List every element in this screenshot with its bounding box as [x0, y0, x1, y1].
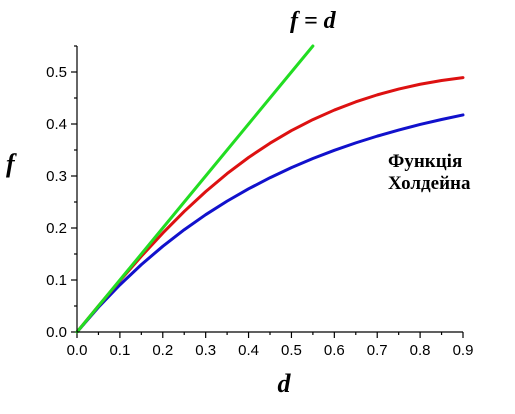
y-tick-label: 0.3	[46, 168, 67, 185]
x-tick-label: 0.4	[238, 342, 259, 359]
y-tick-label: 0.4	[46, 116, 67, 133]
annotation-haldane-line1: Функція	[388, 151, 462, 172]
series-layer	[75, 44, 465, 334]
x-tick-label: 0.7	[367, 342, 388, 359]
y-tick-label: 0.2	[46, 220, 67, 237]
annotation-haldane-line2: Холдейна	[388, 173, 471, 194]
annotation-f-equals-d: f = d	[290, 8, 337, 34]
axes-frame	[76, 46, 463, 333]
x-tick-label: 0.2	[152, 342, 173, 359]
x-tick-label: 0.1	[109, 342, 130, 359]
x-tick-label: 0.0	[67, 342, 88, 359]
y-tick-label: 0.0	[46, 324, 67, 341]
series-line-green	[75, 44, 315, 334]
x-tick-label: 0.5	[281, 342, 302, 359]
series-line-red	[75, 76, 465, 334]
x-tick-label: 0.6	[324, 342, 345, 359]
y-tick-label: 0.1	[46, 272, 67, 289]
x-tick-label: 0.3	[195, 342, 216, 359]
x-axis-ticks: 0.0 0.1 0.2 0.3 0.4 0.5 0.6 0.7 0.8 0.9	[67, 332, 474, 359]
series-line-blue	[75, 113, 465, 334]
x-axis-title: d	[278, 369, 292, 398]
y-axis-ticks: 0.0 0.1 0.2 0.3 0.4 0.5	[46, 45, 77, 341]
y-tick-label: 0.5	[46, 64, 67, 81]
x-tick-label: 0.8	[410, 342, 431, 359]
y-axis-title: f	[6, 149, 17, 178]
x-tick-label: 0.9	[453, 342, 474, 359]
